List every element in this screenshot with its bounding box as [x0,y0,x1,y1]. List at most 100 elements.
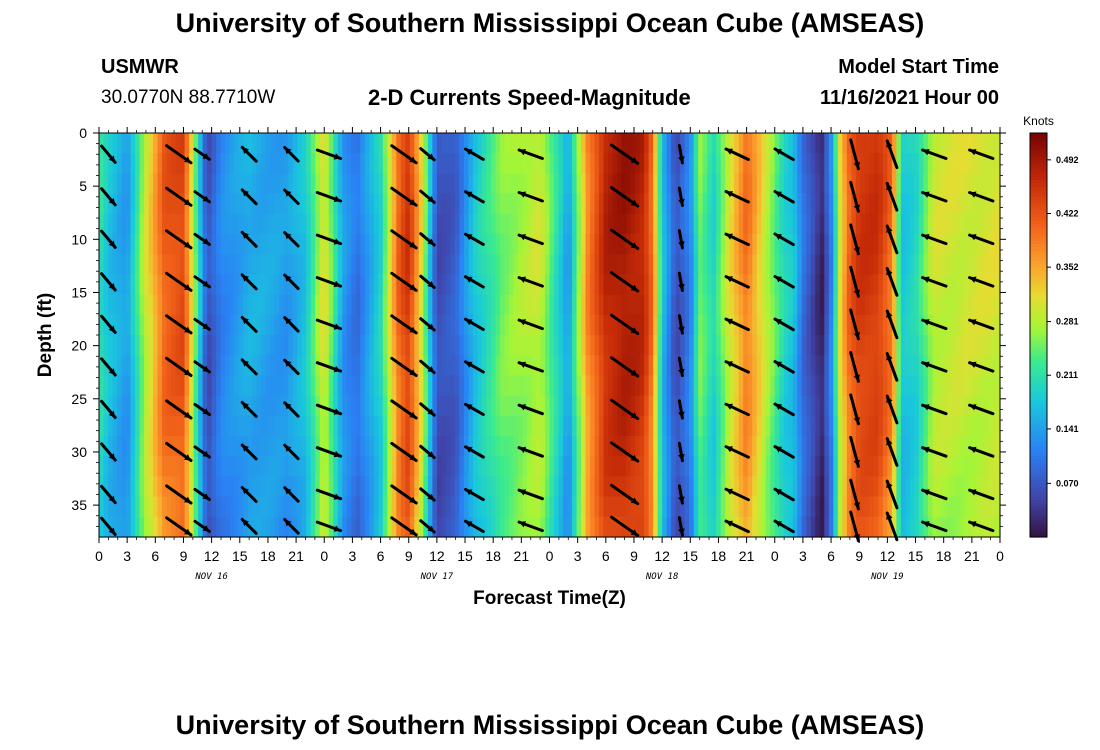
heatmap-cell [720,133,726,154]
heatmap-cell [351,415,357,437]
heatmap-cell [189,476,195,498]
heatmap-cell [882,456,888,477]
heatmap-cell [391,193,397,215]
heatmap-cell [391,314,397,336]
heatmap-cell [103,335,109,356]
heatmap-cell [117,133,123,154]
heatmap-cell [891,415,897,437]
heatmap-cell [148,234,154,255]
heatmap-cell [490,254,497,275]
heatmap-cell [418,133,424,154]
heatmap-cell [662,496,668,518]
colorbar-segment [1030,422,1047,427]
heatmap-cell [211,436,217,457]
heatmap-cell [130,355,136,376]
heatmap-cell [535,476,542,498]
heatmap-cell [130,335,136,356]
heatmap-cell [459,516,465,538]
heatmap-cell [99,415,105,437]
heatmap-cell [288,274,294,296]
heatmap-cell [617,173,623,195]
heatmap-cell [581,234,587,255]
heatmap-cell [927,516,934,538]
heatmap-cell [860,436,866,457]
heatmap-cell [526,234,533,255]
top-title: University of Southern Mississippi Ocean… [175,8,925,38]
heatmap-cell [828,234,834,255]
heatmap-cell [981,375,988,397]
heatmap-cell [734,436,740,457]
heatmap-cell [887,153,893,174]
heatmap-cell [630,476,636,498]
heatmap-cell [486,516,492,538]
heatmap-cell [621,213,627,235]
current-vector [419,359,436,375]
heatmap-cell [869,133,875,154]
heatmap-cell [477,173,483,195]
heatmap-cell [855,415,861,437]
heatmap-cell [779,274,785,296]
heatmap-cell [256,314,262,336]
heatmap-cell [941,516,947,538]
current-vector [724,487,750,502]
heatmap-cell [797,254,803,275]
heatmap-cell [680,254,686,275]
heatmap-cell [846,314,852,336]
heatmap-cell [423,456,429,477]
heatmap-cell [855,375,861,397]
heatmap-cell [707,516,713,538]
heatmap-cell [630,294,636,316]
colorbar-segment [1030,234,1047,238]
heatmap-cell [563,274,569,296]
heatmap-cell [657,274,663,296]
current-vector [921,233,948,246]
heatmap-cell [905,153,911,174]
heatmap-cell [725,476,731,498]
heatmap-cell [635,476,641,498]
heatmap-cell [630,436,636,457]
heatmap-cell [914,496,920,518]
heatmap-cell [747,193,753,215]
heatmap-cell [513,213,519,235]
heatmap-cell [612,496,618,518]
heatmap-cell [400,375,406,397]
heatmap-cell [788,415,794,437]
heatmap-cell [990,133,997,154]
heatmap-cell [418,415,424,437]
heatmap-cell [932,395,938,417]
heatmap-cell [968,254,974,275]
current-vector [724,402,750,417]
heatmap-cell [310,213,316,235]
heatmap-cell [148,415,154,437]
heatmap-cell [815,294,821,316]
current-vector [677,484,685,505]
heatmap-cell [909,456,916,477]
heatmap-cell [117,456,123,477]
heatmap-cell [238,314,244,336]
heatmap-cell [711,516,717,538]
heatmap-cell [459,213,465,235]
heatmap-cell [743,173,749,195]
heatmap-cell [490,133,497,154]
heatmap-cell [216,436,222,457]
heatmap-cell [103,436,109,457]
heatmap-cell [702,274,708,296]
heatmap-cell [833,335,839,356]
colorbar-segment [1030,526,1047,531]
heatmap-cell [189,234,195,255]
heatmap-cell [743,395,749,417]
heatmap-cell [445,496,451,518]
heatmap-cell [900,375,906,397]
heatmap-cell [657,375,663,397]
current-vector [100,399,117,419]
current-vector [193,487,211,501]
heatmap-cell [450,516,456,538]
heatmap-cell [261,516,267,538]
heatmap-cell [243,355,249,376]
heatmap-cell [103,456,109,477]
heatmap-cell [108,395,114,417]
heatmap-cell [486,395,492,417]
heatmap-cell [968,173,974,195]
heatmap-cell [477,234,483,255]
current-vector [724,147,750,161]
